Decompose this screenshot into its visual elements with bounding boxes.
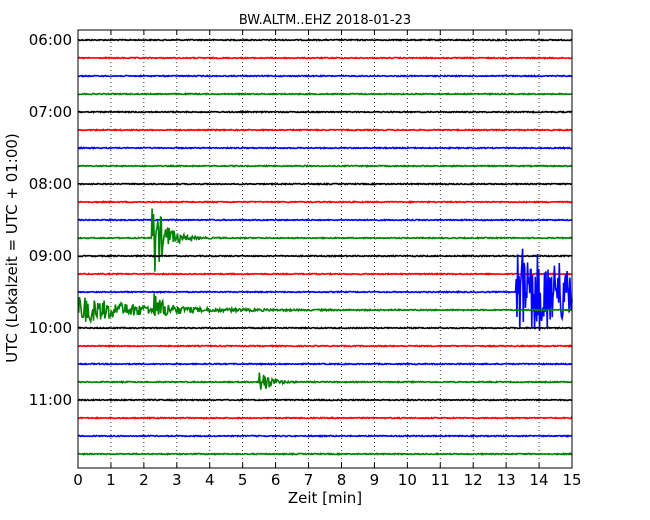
trace-1015 [77, 344, 573, 348]
trace-0800 [77, 182, 573, 186]
x-tick-label: 3 [172, 471, 182, 489]
trace-0700 [77, 110, 573, 114]
trace-layer [77, 38, 573, 456]
x-tick-label: 7 [304, 471, 314, 489]
trace-0730 [77, 146, 573, 150]
x-tick-label: 2 [139, 471, 149, 489]
trace-1000 [77, 326, 573, 330]
x-axis-title: Zeit [min] [288, 489, 362, 507]
chart-title: BW.ALTM..EHZ 2018-01-23 [239, 13, 411, 28]
trace-0915 [77, 272, 573, 276]
y-axis-title: UTC (Lokalzeit = UTC + 01:00) [3, 133, 21, 363]
x-tick-label: 8 [337, 471, 347, 489]
x-tick-label: 15 [562, 471, 581, 489]
trace-1030 [77, 362, 573, 366]
x-tick-label: 0 [73, 471, 83, 489]
trace-1045 [77, 372, 573, 390]
grid-layer [78, 30, 572, 468]
trace-0615 [77, 56, 573, 60]
trace-0945 [77, 293, 573, 325]
x-tick-label: 1 [106, 471, 116, 489]
x-tick-label: 10 [398, 471, 417, 489]
trace-1100 [77, 398, 573, 402]
trace-1145 [77, 452, 573, 456]
y-tick-label: 06:00 [29, 31, 72, 49]
trace-0930 [77, 248, 573, 331]
trace-0745 [77, 164, 573, 168]
y-tick-label: 07:00 [29, 103, 72, 121]
x-axis-ticks: 0 1 2 3 4 5 6 7 8 9 10 11 12 13 14 15 [73, 30, 582, 489]
x-tick-label: 13 [497, 471, 516, 489]
x-tick-label: 12 [464, 471, 483, 489]
x-tick-label: 9 [370, 471, 380, 489]
trace-0645 [77, 92, 573, 96]
trace-0715 [77, 128, 573, 132]
trace-1130 [77, 434, 573, 438]
x-tick-label: 4 [205, 471, 215, 489]
trace-0845 [77, 208, 573, 272]
trace-0630 [77, 74, 573, 78]
y-tick-label: 09:00 [29, 247, 72, 265]
x-tick-label: 14 [530, 471, 549, 489]
trace-0815 [77, 200, 573, 204]
y-tick-label: 10:00 [29, 319, 72, 337]
x-tick-label: 6 [271, 471, 281, 489]
x-tick-label: 11 [431, 471, 450, 489]
trace-0600 [77, 38, 573, 42]
trace-0900 [77, 254, 573, 258]
x-tick-label: 5 [238, 471, 248, 489]
trace-1115 [77, 416, 573, 420]
plot-frame [77, 29, 573, 469]
y-tick-label: 11:00 [29, 391, 72, 409]
y-tick-label: 08:00 [29, 175, 72, 193]
y-axis-ticks: 06:00 07:00 08:00 09:00 10:00 11:00 [29, 31, 572, 409]
